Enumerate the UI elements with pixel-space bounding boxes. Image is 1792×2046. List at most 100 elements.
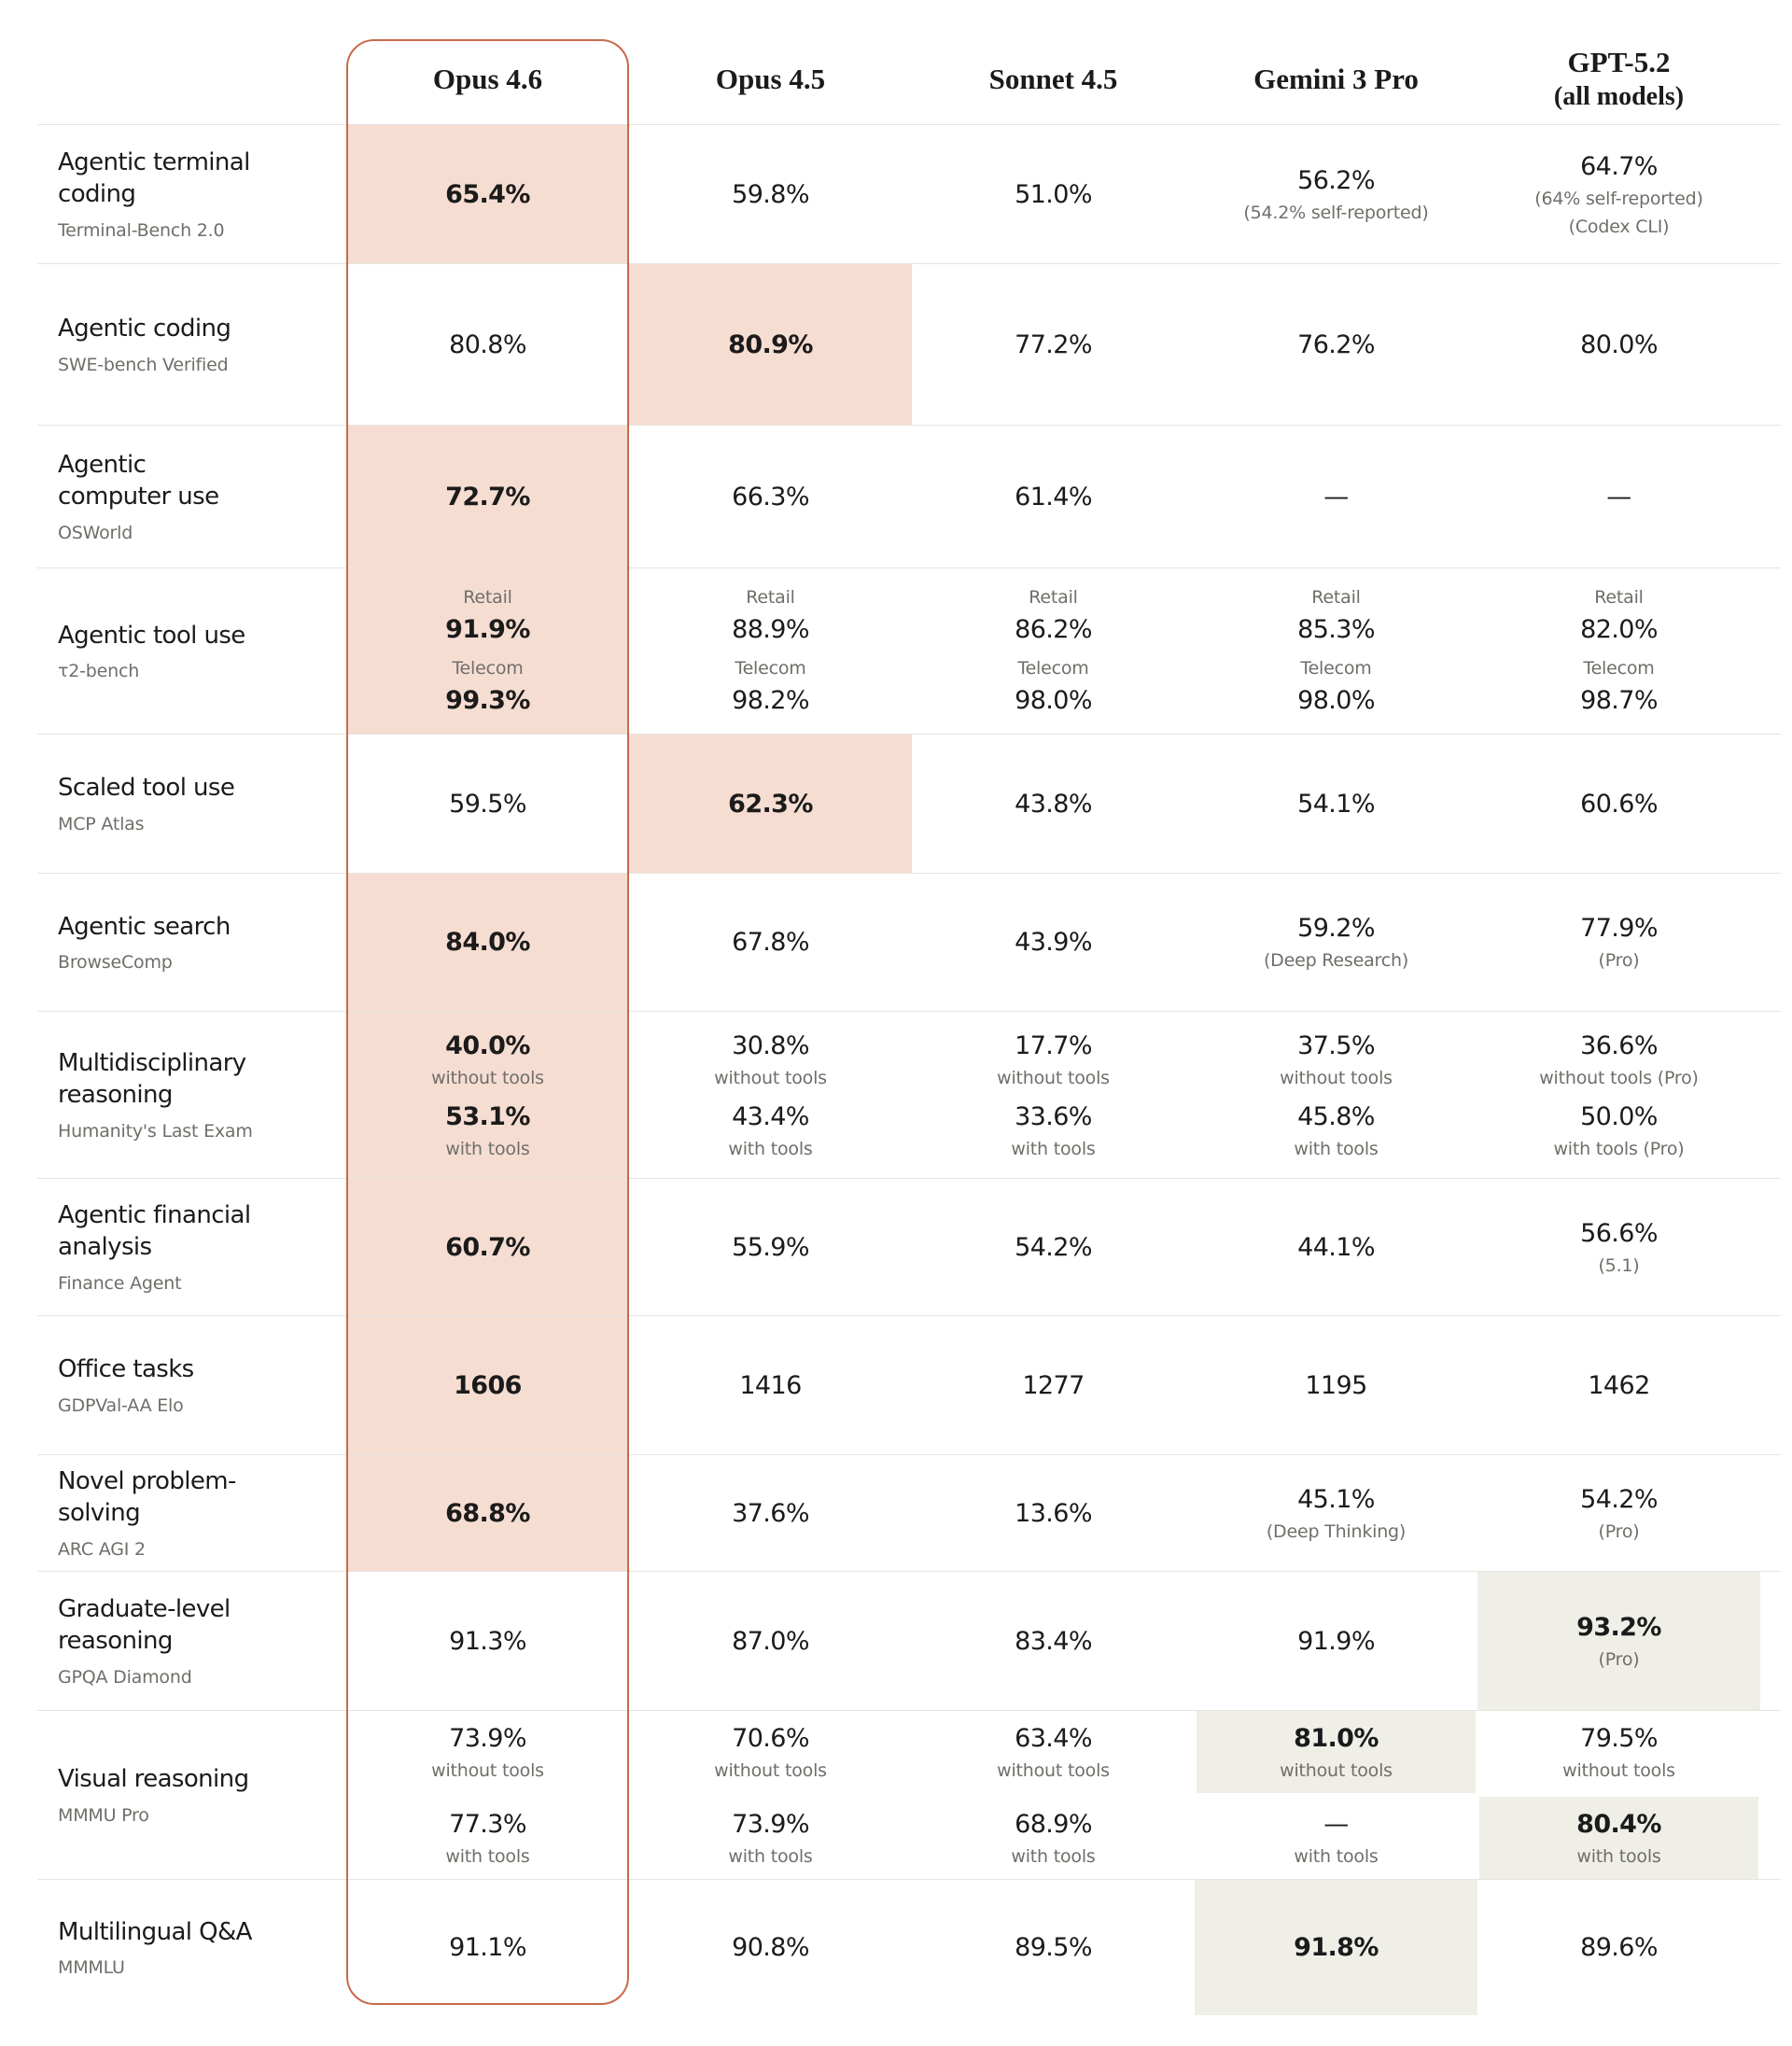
row-task-label: Scaled tool use (58, 774, 235, 803)
cell-office-tasks-gpt-5-2: 1462 (1477, 1316, 1760, 1454)
cell-scaled-tool-use-gemini-3-pro: 54.1% (1195, 735, 1477, 873)
value-block: 59.2% (Deep Research) (1264, 914, 1408, 971)
cell-multilingual-qa-opus-4-6: 91.1% (346, 1880, 629, 2015)
half-block: 77.3% with tools (348, 1797, 627, 1879)
value-block: 61.4% (1015, 483, 1092, 512)
score-note: with tools (1294, 1138, 1379, 1159)
score-value: 1277 (1022, 1370, 1085, 1400)
value-block: 43.4% with tools (728, 1102, 812, 1159)
score-note: without tools (1562, 1759, 1675, 1781)
score-value: 76.2% (1297, 329, 1375, 359)
score-note: with tools (728, 1845, 813, 1867)
value-block: 37.5% without tools (1280, 1031, 1393, 1088)
cell-scaled-tool-use-gpt-5-2: 60.6% (1477, 735, 1760, 873)
table-row-agentic-financial-analysis: Agentic financial analysis Finance Agent 6… (37, 1178, 1781, 1315)
cell-agentic-search-opus-4-6: 84.0% (346, 874, 629, 1011)
value-block: 65.4% (445, 180, 530, 209)
cell-scaled-tool-use-opus-4-6: 59.5% (346, 735, 629, 873)
value-block: 1462 (1588, 1371, 1650, 1400)
row-label-agentic-terminal-coding: Agentic terminal coding Terminal-Bench 2.… (37, 125, 346, 263)
score-value: 50.0% (1580, 1101, 1658, 1131)
sub-benchmark-label: Telecom (1300, 658, 1372, 679)
value-block: 54.2% (1015, 1233, 1092, 1262)
value-block: Retail 85.3% (1297, 587, 1375, 644)
value-block: 43.9% (1015, 928, 1092, 957)
column-header-label: Sonnet 4.5 (988, 62, 1118, 95)
score-value: 43.8% (1015, 789, 1092, 819)
table-header-row: Opus 4.6 Opus 4.5 Sonnet 4.5 Gemini 3 Pro GP… (37, 0, 1781, 124)
score-value: 66.3% (732, 482, 809, 512)
score-value: 62.3% (728, 789, 813, 819)
cell-scaled-tool-use-sonnet-4-5: 43.8% (912, 735, 1195, 873)
cell-agentic-financial-analysis-gpt-5-2: 56.6% (5.1) (1477, 1179, 1760, 1315)
score-value: 64.7% (1580, 151, 1658, 181)
cell-multidisciplinary-reasoning-opus-4-5: 30.8% without tools 43.4% with tools (629, 1012, 912, 1178)
cell-agentic-financial-analysis-opus-4-5: 55.9% (629, 1179, 912, 1315)
cell-agentic-tool-use-gpt-5-2: Retail 82.0% Telecom 98.7% (1477, 568, 1760, 734)
half-block: 73.9% without tools (348, 1711, 627, 1793)
cell-agentic-computer-use-sonnet-4-5: 61.4% (912, 426, 1195, 568)
cell-agentic-tool-use-opus-4-6: Retail 91.9% Telecom 99.3% (346, 568, 629, 734)
row-benchmark-label: Terminal-Bench 2.0 (58, 219, 225, 241)
sub-benchmark-label: Retail (1311, 587, 1361, 608)
table-row-agentic-tool-use: Agentic tool use τ2-bench Retail 91.9% Telec… (37, 568, 1781, 734)
value-block: Telecom 99.3% (445, 658, 530, 715)
score-value: 40.0% (445, 1030, 530, 1060)
value-block: — (1323, 483, 1349, 512)
value-block: 1277 (1022, 1370, 1085, 1400)
row-task-label: Multilingual Q&A (58, 1917, 252, 1946)
score-value: 98.0% (1015, 686, 1092, 715)
value-block: 67.8% (732, 928, 809, 957)
score-value: 89.6% (1580, 1933, 1658, 1962)
table-row-agentic-search: Agentic search BrowseComp 84.0% 67.8% 43.9% 5… (37, 873, 1781, 1011)
value-block: 89.5% (1015, 1933, 1092, 1962)
score-value: 44.1% (1297, 1232, 1375, 1262)
table-row-scaled-tool-use: Scaled tool use MCP Atlas 59.5% 62.3% 43.8% 5… (37, 734, 1781, 873)
score-value: 88.9% (732, 615, 809, 644)
value-block: 1195 (1305, 1371, 1367, 1400)
half-block: 70.6% without tools (631, 1711, 910, 1793)
cell-visual-reasoning-gemini-3-pro: 81.0% without tools — with tools (1195, 1711, 1477, 1879)
sub-benchmark-label: Telecom (1583, 658, 1655, 679)
score-note: without tools (714, 1759, 827, 1781)
score-value: 54.2% (1580, 1484, 1658, 1514)
header-spacer (37, 0, 346, 124)
value-block: 36.6% without tools (Pro) (1539, 1031, 1699, 1088)
score-value: 99.3% (445, 686, 530, 715)
score-value: 83.4% (1015, 1626, 1092, 1656)
value-block: 43.8% (1015, 790, 1092, 819)
score-value: 90.8% (732, 1933, 809, 1962)
value-block: 76.2% (1297, 330, 1375, 359)
row-label-agentic-coding: Agentic coding SWE-bench Verified (37, 264, 346, 425)
score-value: 43.4% (732, 1101, 809, 1131)
row-label-multilingual-qa: Multilingual Q&A MMMLU (37, 1880, 346, 2015)
score-value: 54.1% (1297, 789, 1375, 819)
cell-scaled-tool-use-opus-4-5: 62.3% (629, 735, 912, 873)
value-block: 53.1% with tools (445, 1102, 530, 1159)
row-benchmark-label: SWE-bench Verified (58, 354, 229, 375)
row-task-label: Novel problem-solving (58, 1467, 236, 1527)
column-header-gpt-5-2: GPT-5.2 (all models) (1477, 0, 1760, 124)
half-block: — with tools (1197, 1797, 1476, 1879)
value-block: 17.7% without tools (997, 1031, 1110, 1088)
score-value: 86.2% (1015, 615, 1092, 644)
value-block: 54.2% (Pro) (1580, 1485, 1658, 1542)
score-value: 13.6% (1015, 1498, 1092, 1528)
score-value: 65.4% (445, 179, 530, 209)
cell-multilingual-qa-gpt-5-2: 89.6% (1477, 1880, 1760, 2015)
score-value: 59.2% (1297, 914, 1375, 943)
cell-graduate-level-reasoning-sonnet-4-5: 83.4% (912, 1572, 1195, 1710)
row-label-agentic-computer-use: Agentic computer use OSWorld (37, 426, 346, 568)
score-note: (Pro) (1598, 950, 1640, 971)
row-label-visual-reasoning: Visual reasoning MMMU Pro (37, 1711, 346, 1879)
score-value: 1606 (454, 1370, 522, 1400)
value-block: 84.0% (445, 928, 530, 957)
value-block: 77.9% (Pro) (1580, 914, 1658, 971)
sub-benchmark-label: Retail (1029, 587, 1078, 608)
row-benchmark-label: MMMU Pro (58, 1804, 149, 1826)
table-row-agentic-computer-use: Agentic computer use OSWorld 72.7% 66.3% 61.… (37, 425, 1781, 568)
row-benchmark-label: GDPVal-AA Elo (58, 1394, 184, 1416)
score-value: 89.5% (1015, 1933, 1092, 1962)
score-note: without tools (431, 1067, 544, 1088)
table-row-graduate-level-reasoning: Graduate-level reasoning GPQA Diamond 91.3… (37, 1571, 1781, 1710)
